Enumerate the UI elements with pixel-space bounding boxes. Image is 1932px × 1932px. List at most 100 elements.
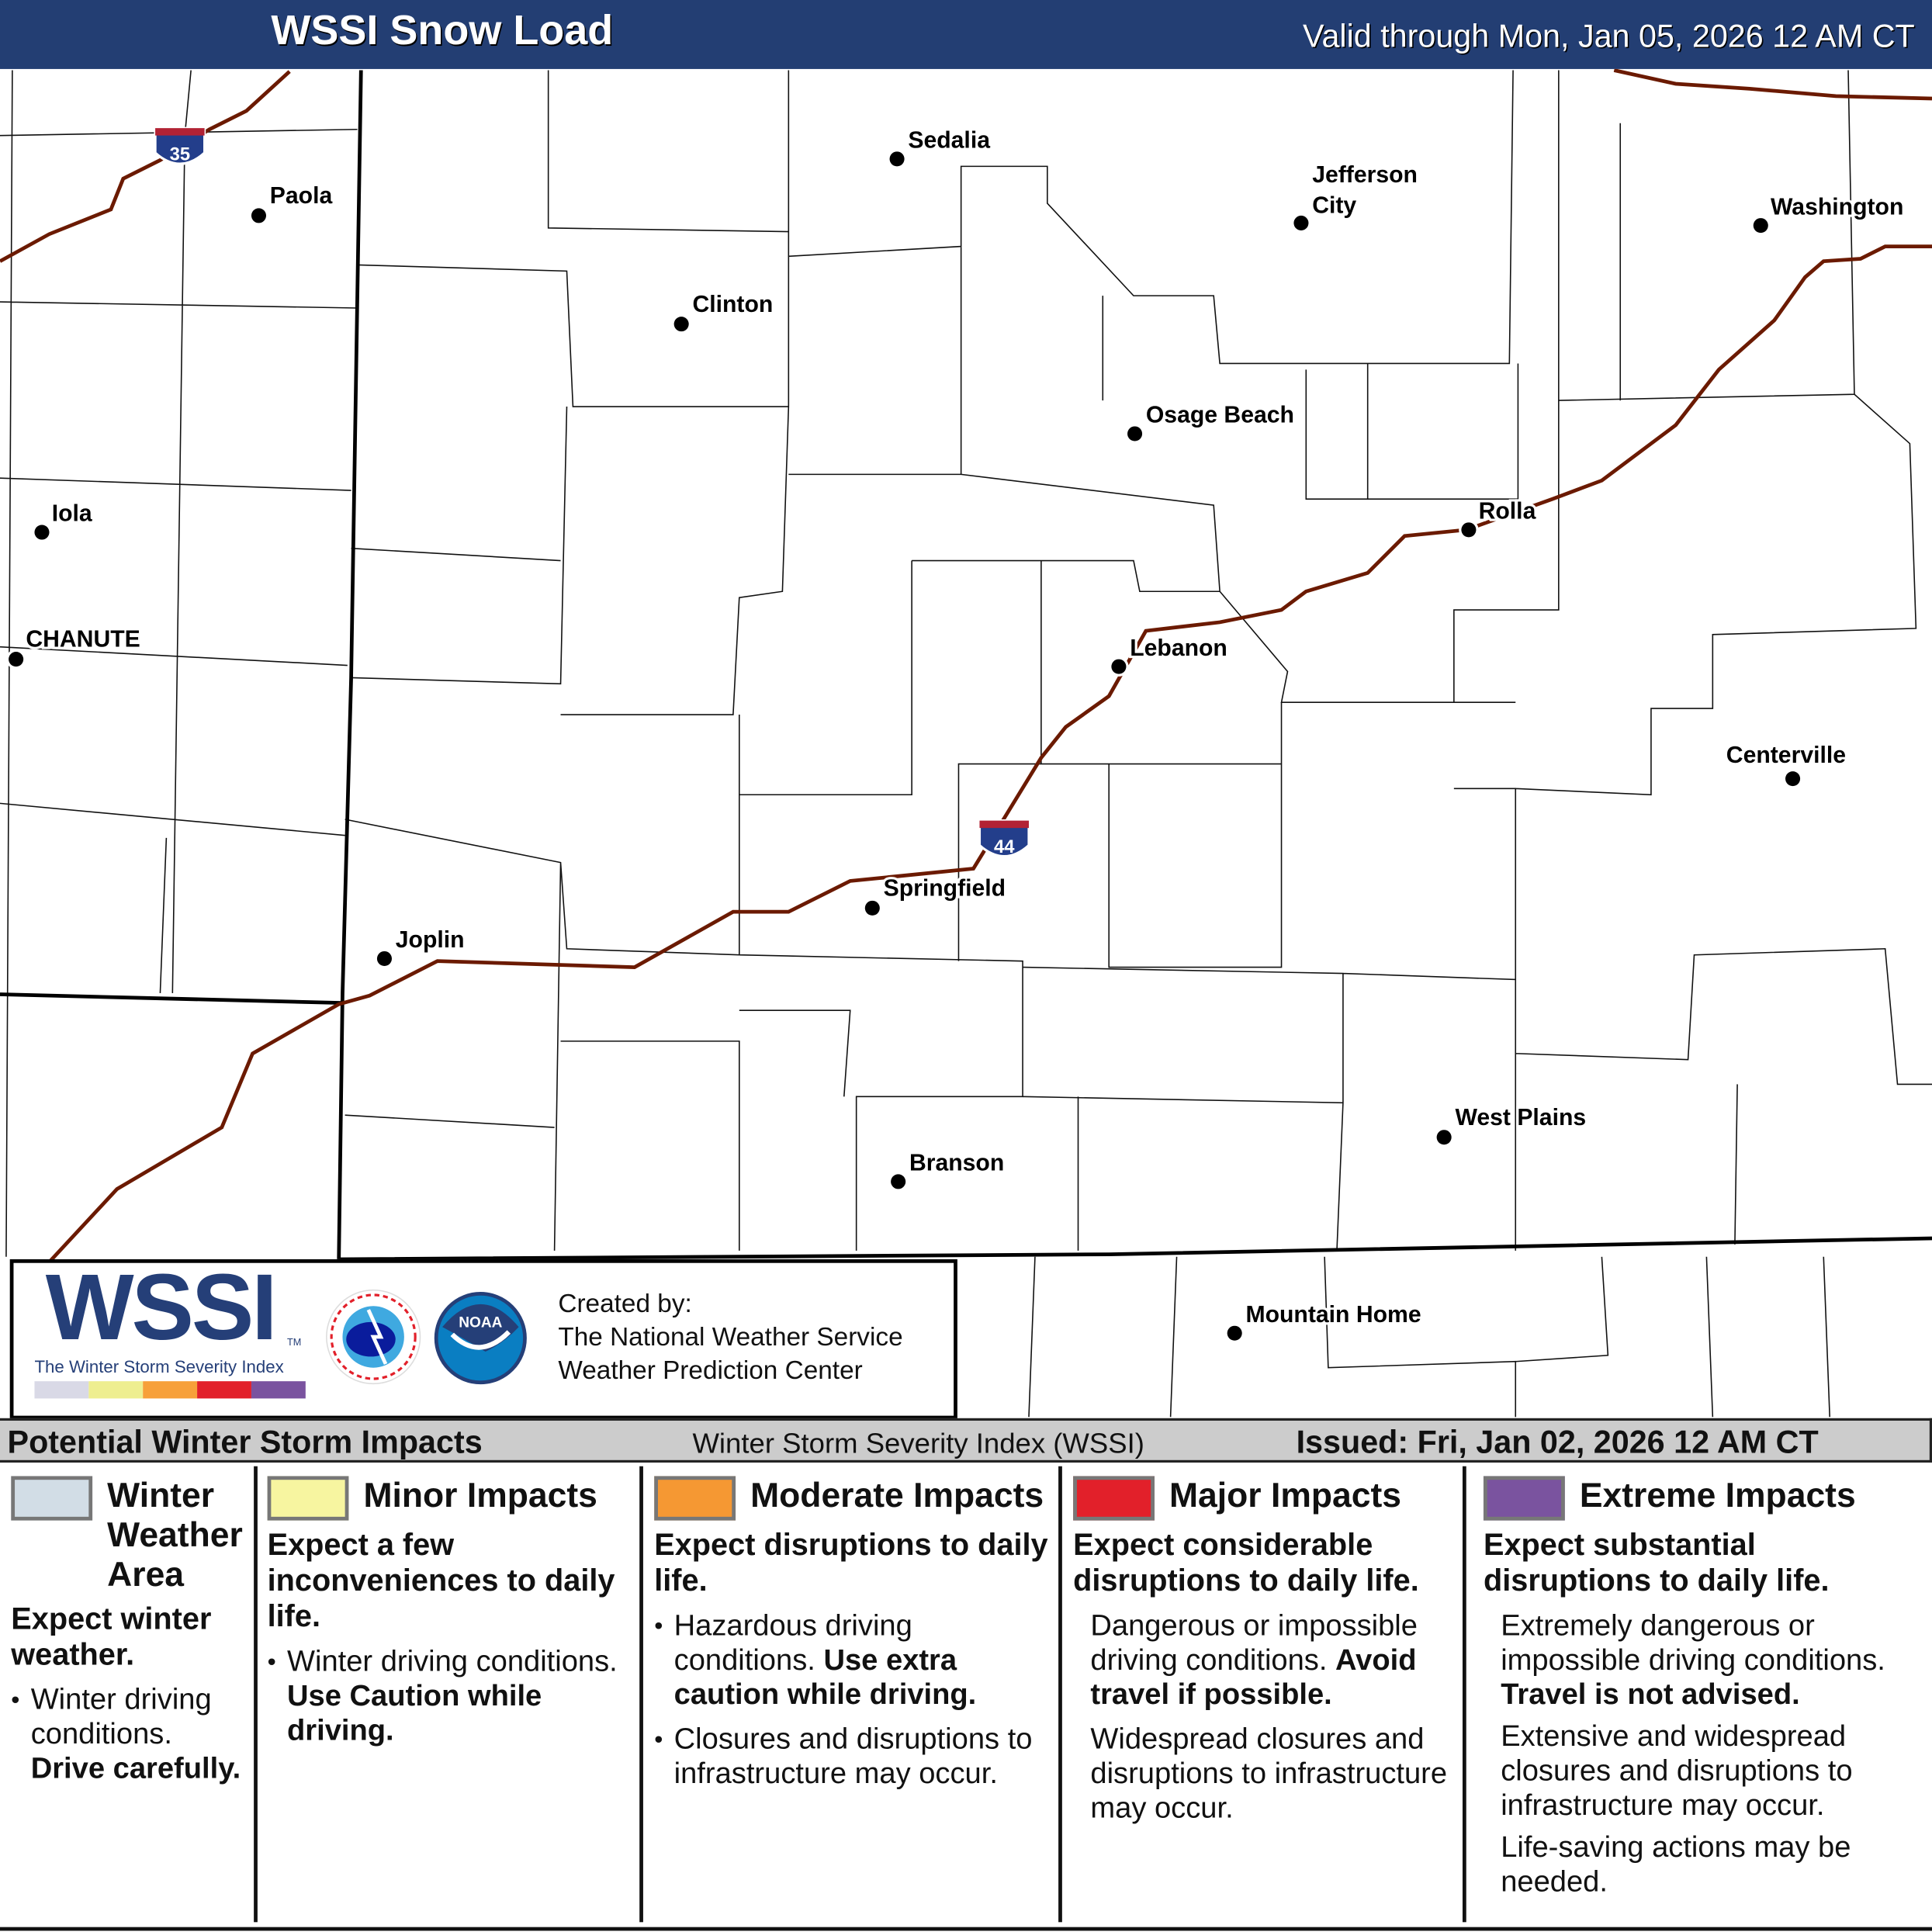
wssi-logo: WSSI [45, 1255, 278, 1361]
legend-major-impacts: Major Impacts Expect considerable disrup… [1062, 1466, 1463, 1927]
category-lead: Expect a few inconveniences to daily lif… [267, 1528, 615, 1634]
color-bar-segment [251, 1381, 306, 1399]
city-dot [1459, 520, 1479, 540]
state-borders [0, 70, 1932, 1262]
category-lead: Expect winter weather. [11, 1601, 212, 1672]
bullet: • [654, 1612, 663, 1640]
interstate-35-shield: 35 [154, 126, 206, 165]
color-swatch [1483, 1476, 1565, 1521]
category-detail: Winter driving conditions. Use Caution w… [287, 1644, 618, 1747]
city-label: Washington [1771, 194, 1903, 220]
legend-divider [1462, 1466, 1466, 1923]
legend-minor-impacts: Minor Impacts Expect a few inconvenience… [258, 1466, 639, 1927]
category-detail: Life-saving actions may be needed. [1501, 1830, 1851, 1899]
category-detail: Winter driving conditions. Drive careful… [30, 1683, 241, 1786]
city-label: Paola [270, 183, 333, 209]
map-title: WSSI Snow Load [271, 7, 614, 54]
city-label: Iola [52, 501, 92, 527]
created-by-label: Created by: [558, 1290, 692, 1319]
city-label: Mountain Home [1245, 1302, 1421, 1328]
city-label: Osage Beach [1146, 403, 1294, 428]
category-title: Moderate Impacts [750, 1476, 1044, 1515]
category-title-line: Area [107, 1555, 185, 1594]
legend-header-bar: Potential Winter Storm Impacts Winter St… [0, 1418, 1932, 1463]
city-dot [1434, 1127, 1454, 1148]
legend-extreme-impacts: Extreme Impacts Expect substantial disru… [1466, 1466, 1932, 1927]
trademark: TM [287, 1336, 302, 1349]
category-title-line: Winter [107, 1476, 215, 1515]
city-label: West Plains [1455, 1105, 1586, 1130]
category-detail: Extremely dangerous or impossible drivin… [1501, 1608, 1885, 1712]
city-label: Springfield [884, 875, 1006, 901]
bullet: • [11, 1686, 20, 1714]
category-detail: Dangerous or impossible driving conditio… [1090, 1608, 1418, 1712]
credits-box: WSSI TM The Winter Storm Severity Index … [9, 1255, 957, 1420]
city-dot [1124, 424, 1145, 444]
category-title: Major Impacts [1169, 1476, 1402, 1515]
city-dot [32, 522, 52, 542]
category-lead: Expect considerable disruptions to daily… [1073, 1528, 1419, 1598]
category-title: Winter Weather Area [107, 1476, 243, 1594]
city-dot [671, 313, 691, 334]
category-lead: Expect substantial disruptions to daily … [1483, 1528, 1830, 1598]
color-bar-segment [143, 1381, 198, 1399]
map: 35 44 Sedalia Paola Jefferson City Washin… [0, 68, 1932, 1418]
city-dot [1782, 768, 1803, 789]
category-detail: Closures and disruptions to infrastructu… [673, 1723, 1033, 1791]
city-dot [1109, 656, 1129, 677]
city-dot [1224, 1323, 1245, 1343]
city-label: Sedalia [908, 128, 990, 154]
city-dot [887, 149, 907, 169]
legend-divider [254, 1466, 258, 1923]
category-title: Extreme Impacts [1579, 1476, 1856, 1515]
noaa-logo-text: NOAA [459, 1314, 502, 1331]
interstate-routes [0, 68, 1932, 1277]
city-dot [1291, 213, 1311, 234]
category-detail: Hazardous driving conditions. Use extra … [673, 1608, 977, 1712]
legend-winter-weather-area: Winter Weather Area Expect winter weather.… [0, 1466, 254, 1927]
category-detail: Extensive and widespread closures and di… [1501, 1719, 1853, 1823]
city-dot [374, 948, 395, 969]
color-swatch [11, 1476, 93, 1521]
issued-time: Issued: Fri, Jan 02, 2026 12 AM CT [1296, 1423, 1819, 1460]
credit-nws: The National Weather Service [558, 1323, 903, 1352]
city-label: Branson [909, 1151, 1004, 1176]
city-label: Clinton [692, 292, 773, 317]
city-dot [5, 649, 26, 670]
color-bar-segment [197, 1381, 251, 1399]
legend-heading: Potential Winter Storm Impacts [7, 1423, 483, 1460]
city-dot [1750, 215, 1771, 236]
credit-wpc: Weather Prediction Center [558, 1356, 863, 1385]
category-title: Minor Impacts [363, 1476, 597, 1515]
color-bar-segment [34, 1381, 89, 1399]
header-bar: WSSI Snow Load Valid through Mon, Jan 05… [0, 0, 1932, 69]
color-swatch [1073, 1476, 1155, 1521]
city-label: Centerville [1726, 743, 1846, 768]
legend-divider [639, 1466, 643, 1923]
city-dot [248, 206, 269, 226]
legend-moderate-impacts: Moderate Impacts Expect disruptions to d… [643, 1466, 1058, 1927]
city-label: City [1312, 193, 1356, 219]
color-swatch [654, 1476, 736, 1521]
bullet: • [654, 1726, 663, 1754]
city-label: Joplin [396, 927, 465, 953]
bottom-border [0, 1927, 1932, 1931]
category-detail: Widespread closures and disruptions to i… [1090, 1723, 1448, 1825]
nws-logo [326, 1289, 421, 1385]
color-swatch [267, 1476, 349, 1521]
bullet: • [267, 1648, 276, 1676]
category-lead: Expect disruptions to daily life. [654, 1528, 1048, 1598]
valid-time: Valid through Mon, Jan 05, 2026 12 AM CT [1302, 17, 1915, 54]
city-dot [862, 898, 883, 919]
noaa-logo: NOAA [434, 1292, 527, 1385]
index-name: Winter Storm Severity Index (WSSI) [692, 1426, 1144, 1459]
wssi-color-bar [34, 1381, 306, 1399]
city-label: Rolla [1479, 499, 1536, 525]
city-label: Lebanon [1130, 635, 1227, 661]
legend-divider [1058, 1466, 1062, 1923]
city-label: CHANUTE [26, 627, 140, 653]
credits-text: Created by: The National Weather Service… [558, 1287, 902, 1387]
wssi-logo-subtitle: The Winter Storm Severity Index [34, 1356, 284, 1376]
interstate-35-number: 35 [170, 144, 191, 164]
